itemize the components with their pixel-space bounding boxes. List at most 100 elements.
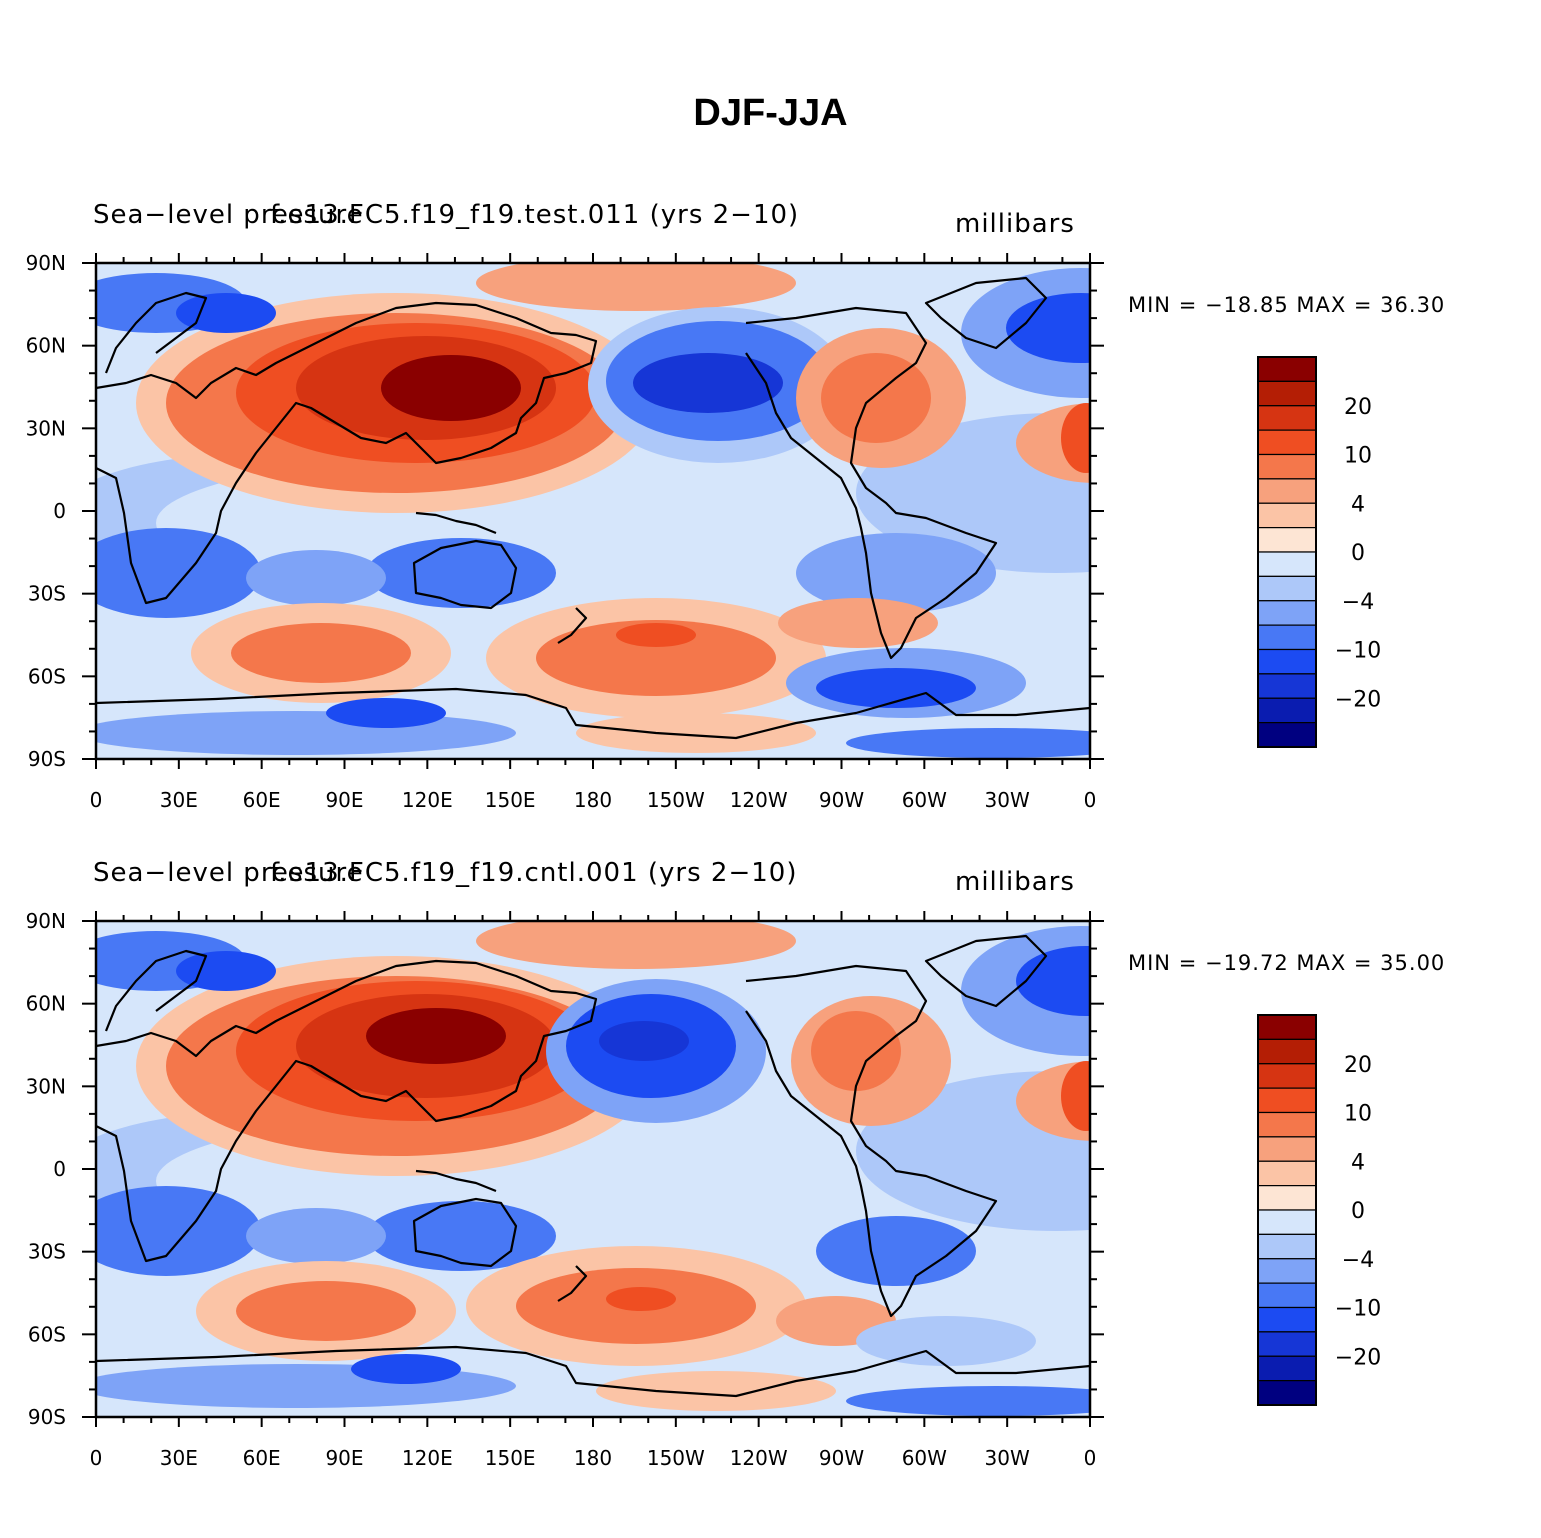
colorbar: 20 10 4 0 −4 −10 −20 xyxy=(1257,1014,1381,1406)
colorbar-swatch xyxy=(1257,1136,1317,1162)
x-tick-label: 0 xyxy=(1084,1446,1097,1470)
panel-units-label: millibars xyxy=(955,867,1075,897)
contour-region xyxy=(778,598,938,648)
colorbar-swatch xyxy=(1257,1038,1317,1065)
colorbar-swatch xyxy=(1257,1380,1317,1406)
contour-region xyxy=(176,951,276,991)
x-tick-label: 0 xyxy=(90,788,103,812)
contour-region xyxy=(246,550,386,606)
x-tick-label: 30W xyxy=(985,788,1030,812)
y-tick-label: 30N xyxy=(26,1074,66,1098)
colorbar-swatch xyxy=(1257,380,1317,407)
contour-region xyxy=(1061,1061,1090,1131)
coastline xyxy=(557,607,588,644)
coastline xyxy=(745,964,998,1318)
y-tick-label: 0 xyxy=(53,1157,66,1181)
x-tick-label: 150E xyxy=(485,1446,536,1470)
x-tick-label: 60E xyxy=(243,1446,281,1470)
contour-region xyxy=(1061,403,1090,473)
colorbar-swatch xyxy=(1257,405,1317,431)
y-tick-label: 90S xyxy=(28,747,66,771)
contour-region xyxy=(633,353,783,413)
figure-title: DJF-JJA xyxy=(693,92,848,134)
contour-region xyxy=(231,623,411,683)
x-tick-label: 90W xyxy=(819,788,864,812)
contour-region xyxy=(1016,1061,1090,1141)
contour-region xyxy=(326,698,446,728)
x-tick-label: 60W xyxy=(902,788,947,812)
y-tick-label: 60N xyxy=(26,992,66,1016)
colorbar-swatch xyxy=(1257,697,1317,724)
colorbar-swatch xyxy=(1257,1209,1317,1235)
coastline xyxy=(104,291,208,374)
colorbar-label: 0 xyxy=(1351,541,1365,566)
colorbar-label: −20 xyxy=(1335,687,1381,712)
colorbar-swatch xyxy=(1257,722,1317,748)
panel-case-label: f.e13.FC5.f19_f19.cntl.001 (yrs 2−10) xyxy=(270,858,798,888)
contour-region xyxy=(846,1386,1090,1416)
x-tick-label: 60E xyxy=(243,788,281,812)
contour-region xyxy=(821,353,931,443)
colorbar-label: −4 xyxy=(1342,590,1374,615)
colorbar-swatch xyxy=(1257,600,1317,626)
x-tick-label: 30E xyxy=(160,1446,198,1470)
contour-region xyxy=(366,1008,506,1064)
contour-region xyxy=(811,1011,901,1091)
coastline xyxy=(412,1197,518,1268)
x-tick-label: 180 xyxy=(574,788,612,812)
contour-region xyxy=(606,1287,676,1311)
colorbar-swatch xyxy=(1257,1306,1317,1333)
coastline xyxy=(412,539,518,610)
contour-region xyxy=(351,1354,461,1384)
colorbar-swatch xyxy=(1257,1331,1317,1357)
contour-region xyxy=(96,711,516,755)
map-svg: 0 30E 60E 90E 120E 150E 180 150W 120W 90W 60W 30W 09… xyxy=(26,909,1382,1470)
y-tick-label: 90N xyxy=(26,909,66,933)
colorbar-swatch xyxy=(1257,1063,1317,1089)
contour-region xyxy=(246,1208,386,1264)
contour-region xyxy=(1016,946,1090,1016)
y-tick-label: 30S xyxy=(28,1240,66,1264)
colorbar-swatch xyxy=(1257,502,1317,529)
colorbar-label: 4 xyxy=(1351,492,1365,517)
colorbar-swatch xyxy=(1257,1355,1317,1382)
axis-ticks xyxy=(82,911,1104,1427)
colorbar-swatch xyxy=(1257,1282,1317,1309)
colorbar-swatch xyxy=(1257,551,1317,577)
y-tick-label: 90S xyxy=(28,1405,66,1429)
coastline xyxy=(745,306,998,660)
x-tick-label: 0 xyxy=(1084,788,1097,812)
coastline xyxy=(104,949,208,1032)
colorbar-label: −20 xyxy=(1335,1345,1381,1370)
coastline xyxy=(96,687,1090,740)
contour-region xyxy=(599,1021,689,1061)
panel-variable-label: Sea−level pressure xyxy=(93,200,364,230)
colorbar-label: 10 xyxy=(1344,1102,1372,1127)
contour-region xyxy=(96,528,261,618)
coastline xyxy=(96,1345,1090,1398)
x-tick-label: 150W xyxy=(647,1446,705,1470)
panel-min-max: MIN = −19.72 MAX = 35.00 xyxy=(1128,951,1446,975)
colorbar-label: −10 xyxy=(1335,1297,1381,1322)
y-tick-label: 60S xyxy=(28,1322,66,1346)
colorbar-frame xyxy=(1257,1014,1317,1406)
coastlines xyxy=(96,276,1090,740)
y-tick-label: 30S xyxy=(28,582,66,606)
x-tick-label: 60W xyxy=(902,1446,947,1470)
colorbar-swatch xyxy=(1257,1111,1317,1138)
contour-region xyxy=(846,728,1090,758)
x-tick-label: 120W xyxy=(730,1446,788,1470)
colorbar-swatch xyxy=(1257,1233,1317,1260)
contour-region xyxy=(366,538,556,608)
colorbar-frame xyxy=(1257,356,1317,748)
colorbar: 20 10 4 0 −4 −10 −20 xyxy=(1257,356,1381,748)
contour-region xyxy=(536,620,776,696)
colorbar-swatch xyxy=(1257,575,1317,602)
colorbar-label: 0 xyxy=(1351,1199,1365,1224)
panel-variable-label: Sea−level pressure xyxy=(93,858,364,888)
colorbar-label: 10 xyxy=(1344,444,1372,469)
colorbar-label: −4 xyxy=(1342,1248,1374,1273)
x-tick-label: 30E xyxy=(160,788,198,812)
y-tick-label: 60S xyxy=(28,664,66,688)
map-panel-control: Sea−level pressure f.e13.FC5.f19_f19.cnt… xyxy=(0,853,1541,1493)
